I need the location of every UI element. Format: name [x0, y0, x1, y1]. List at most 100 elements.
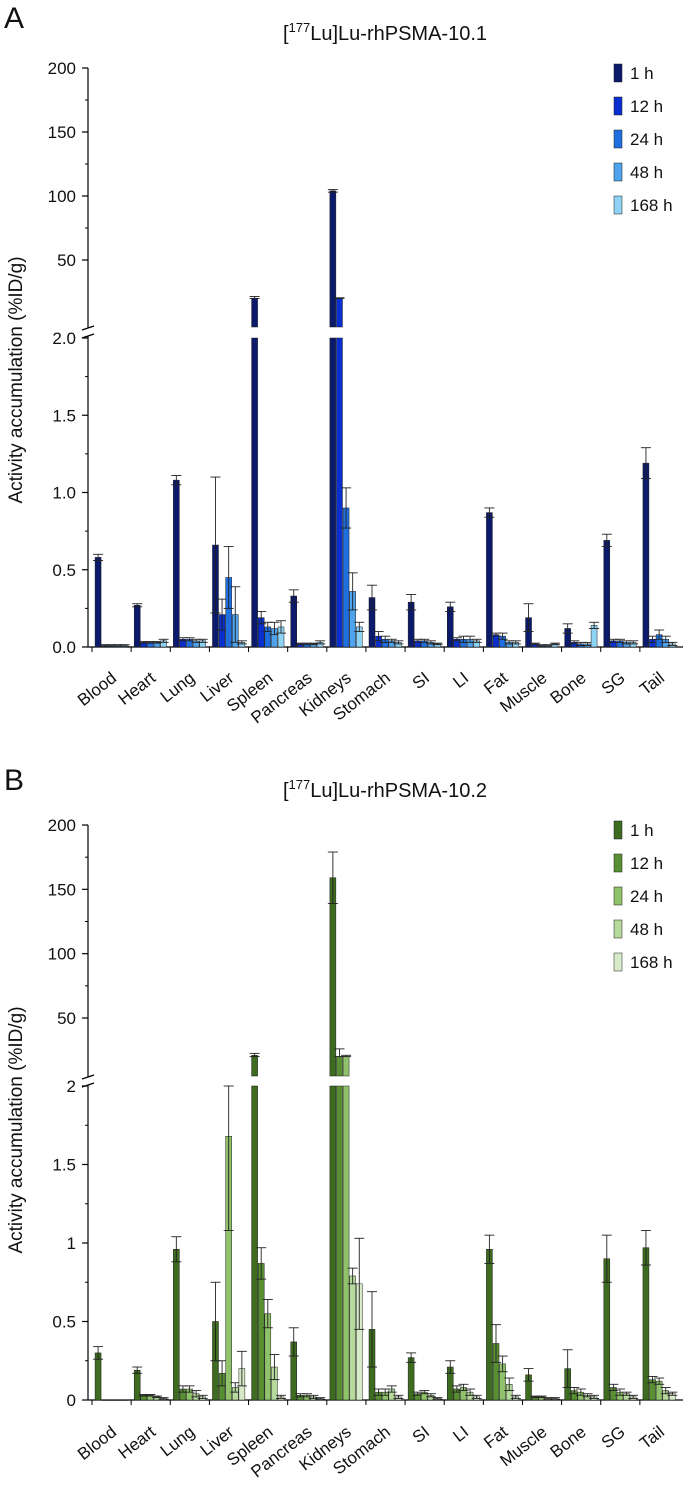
legend-label: 24 h — [630, 887, 663, 906]
legend-swatch — [613, 820, 623, 840]
bar — [329, 1085, 337, 1401]
bars — [93, 851, 678, 1401]
x-tick-label: Blood — [74, 668, 120, 710]
bar — [173, 479, 180, 648]
bar — [121, 1399, 128, 1401]
axis-break-mark — [81, 1074, 95, 1080]
y-tick-label: 0.5 — [52, 561, 76, 580]
title-prefix: [ — [283, 780, 289, 802]
legend: 1 h 12 h 24 h 48 h 168 h — [613, 820, 673, 972]
bar — [108, 1399, 115, 1401]
x-tick-label: SG — [598, 668, 629, 698]
bar — [336, 298, 343, 328]
legend-swatch — [613, 919, 623, 939]
legend-label: 1 h — [630, 64, 654, 83]
legend-label: 168 h — [630, 953, 673, 972]
chart-title: [177Lu]Lu-rhPSMA-10.1 — [283, 20, 487, 45]
y-tick-label: 50 — [57, 251, 76, 270]
bar — [290, 595, 297, 648]
y-tick-label: 200 — [48, 59, 76, 78]
x-tick-label: LI — [449, 668, 472, 692]
y-tick-label: 1 — [67, 1234, 76, 1253]
bar — [94, 557, 102, 648]
x-tick-label: Bone — [547, 1422, 590, 1461]
bar — [133, 605, 141, 648]
legend-label: 48 h — [630, 920, 663, 939]
y-tick-label: 1.0 — [52, 484, 76, 503]
legend-label: 48 h — [630, 163, 663, 182]
y-tick-label: 100 — [48, 945, 76, 964]
bar — [173, 1249, 180, 1401]
legend-label: 24 h — [630, 130, 663, 149]
chart-title: [177Lu]Lu-rhPSMA-10.2 — [283, 777, 487, 802]
bars — [93, 189, 678, 648]
bar — [603, 540, 611, 648]
y-axis-label: Activity accumulation (%ID/g) — [6, 1006, 27, 1253]
bar — [251, 1055, 258, 1077]
bar — [342, 1085, 350, 1401]
bar — [329, 190, 337, 328]
bar — [257, 1263, 265, 1401]
bar — [251, 298, 258, 328]
x-tick-label: Lung — [157, 668, 199, 706]
bar — [101, 1399, 108, 1401]
bar — [133, 1369, 141, 1401]
legend-swatch — [613, 952, 623, 972]
panel-label: B — [4, 764, 24, 797]
bar — [342, 1056, 350, 1077]
bar — [336, 337, 343, 648]
x-tick-label: Heart — [115, 668, 160, 709]
x-tick-label: Tail — [636, 1422, 668, 1453]
x-tick-label: Heart — [115, 1422, 160, 1463]
bar — [486, 512, 493, 648]
bar — [329, 337, 337, 648]
x-tick-label: SG — [598, 1422, 629, 1452]
y-axis-label: Activity accumulation (%ID/g) — [6, 256, 27, 503]
legend-swatch — [613, 853, 623, 873]
y-tick-label: 150 — [48, 880, 76, 899]
x-tick-label: Bone — [547, 668, 590, 707]
bar — [336, 1056, 343, 1077]
bar — [329, 877, 337, 1077]
y-tick-label: 0.5 — [52, 1313, 76, 1332]
legend-swatch — [613, 886, 623, 906]
legend-swatch — [613, 129, 623, 149]
y-tick-label: 1.5 — [52, 1156, 76, 1175]
y-tick-label: 0.0 — [52, 638, 76, 657]
x-tick-label: SI — [409, 668, 433, 693]
bar — [114, 1399, 122, 1401]
title-suffix: Lu]Lu-rhPSMA-10.1 — [310, 23, 487, 45]
bar — [336, 1085, 343, 1401]
bar — [349, 1275, 356, 1401]
y-tick-label: 0 — [67, 1391, 76, 1410]
bar — [342, 507, 350, 648]
y-tick-label: 150 — [48, 123, 76, 142]
bar — [642, 1247, 650, 1401]
x-tick-label: Lung — [157, 1422, 199, 1460]
axis-break-mark — [81, 333, 95, 339]
x-tick-label: Tail — [636, 668, 668, 699]
panel-label: A — [4, 2, 24, 35]
y-tick-label: 200 — [48, 816, 76, 835]
y-tick-label: 2.0 — [52, 329, 76, 348]
title-superscript: 177 — [289, 777, 311, 792]
title-prefix: [ — [283, 23, 289, 45]
x-tick-label: Blood — [74, 1422, 120, 1464]
bar — [642, 462, 650, 648]
title-superscript: 177 — [289, 20, 311, 35]
panel-a: A [177Lu]Lu-rhPSMA-10.1 Activity accumulat… — [4, 2, 683, 727]
y-tick-label: 50 — [57, 1009, 76, 1028]
y-tick-label: 1.5 — [52, 406, 76, 425]
x-tick-label: SI — [409, 1422, 433, 1447]
bar — [94, 1352, 102, 1401]
bar — [251, 337, 258, 648]
panel-b: B [177Lu]Lu-rhPSMA-10.2 Activity accumulat… — [4, 764, 683, 1481]
x-tick-label: LI — [449, 1422, 472, 1446]
y-tick-label: 100 — [48, 187, 76, 206]
title-suffix: Lu]Lu-rhPSMA-10.2 — [310, 780, 487, 802]
bar — [251, 1085, 258, 1401]
legend-label: 1 h — [630, 821, 654, 840]
legend-swatch — [613, 162, 623, 182]
legend-swatch — [613, 96, 623, 116]
